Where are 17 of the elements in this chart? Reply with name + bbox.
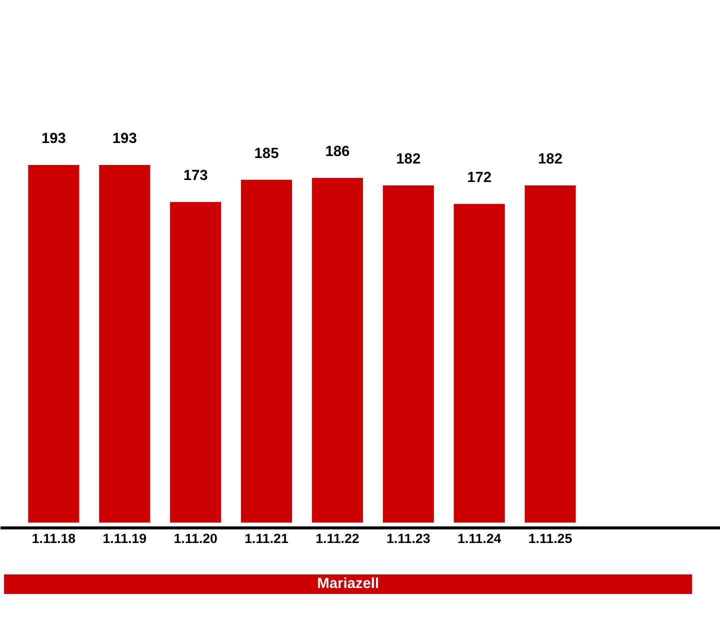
data-label: 182: [396, 151, 421, 168]
data-label: 173: [183, 168, 208, 184]
x-tick-label: 1.11.24: [457, 531, 502, 546]
data-label: 185: [254, 146, 279, 162]
x-tick-label: 1.11.25: [528, 531, 573, 546]
x-tick-label: 1.11.19: [102, 531, 147, 546]
data-label: 186: [325, 144, 350, 160]
data-label: 193: [112, 130, 137, 147]
x-tick-label: 1.11.23: [386, 531, 430, 546]
x-tick-label: 1.11.20: [174, 531, 218, 546]
data-label: 193: [41, 130, 66, 147]
x-tick-label: 1.11.21: [244, 531, 289, 546]
x-tick-label: 1.11.22: [316, 531, 360, 546]
data-label: 182: [538, 151, 562, 168]
x-axis-title: Mariazell: [317, 576, 380, 592]
x-tick-label: 1.11.18: [32, 531, 76, 546]
data-label: 172: [467, 170, 492, 186]
